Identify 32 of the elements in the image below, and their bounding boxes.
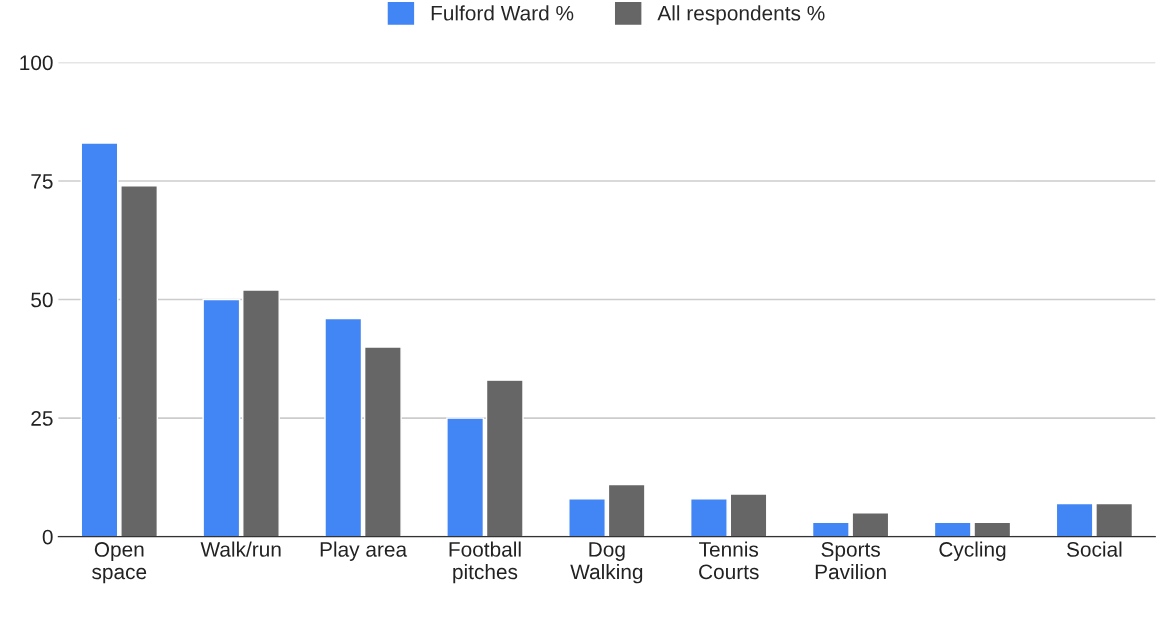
y-tick-label: 0: [42, 529, 53, 545]
legend-label: Fulford Ward %: [431, 5, 574, 21]
x-tick-label: Play area: [320, 541, 408, 561]
bar: [120, 185, 159, 537]
y-tick-label: 75: [31, 174, 53, 189]
bar: [80, 142, 119, 537]
x-tick-label: Cycling: [939, 541, 1006, 561]
bar: [202, 298, 241, 537]
bar: [363, 346, 402, 537]
x-tick-label: Walk/run: [200, 541, 281, 557]
x-tick-label: Tennis Courts: [699, 541, 759, 580]
bar: [729, 493, 768, 537]
bar: [242, 289, 280, 537]
bar: [607, 483, 646, 537]
bar: [485, 379, 524, 537]
x-tick-label: Social: [1066, 541, 1122, 557]
bar: [446, 417, 485, 537]
y-tick-label: 25: [31, 411, 53, 426]
y-tick-label: 100: [20, 55, 53, 71]
x-tick-label: Dog Walking: [570, 542, 643, 584]
bar: [690, 498, 728, 537]
bar: [851, 512, 890, 537]
x-tick-label: Football pitches: [449, 541, 521, 584]
legend-label: All respondents %: [657, 5, 825, 25]
x-tick-label: Open space: [92, 542, 147, 584]
bar: [568, 498, 606, 537]
bar: [1055, 502, 1094, 537]
y-tick-label: 50: [31, 292, 53, 308]
bar: [1095, 502, 1134, 537]
bar: [324, 317, 363, 537]
x-tick-label: Sports Pavilion: [815, 542, 886, 580]
bar: [811, 521, 850, 537]
